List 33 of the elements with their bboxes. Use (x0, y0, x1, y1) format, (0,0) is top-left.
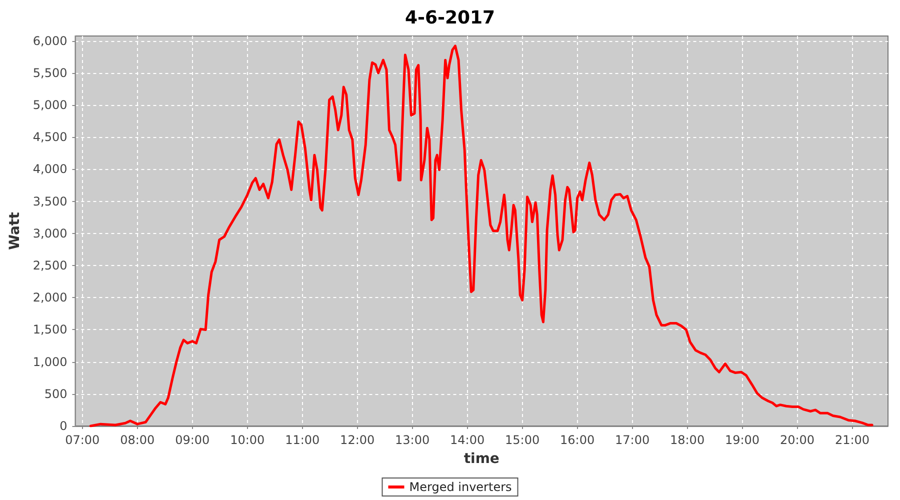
x-tick-label: 19:00 (724, 433, 760, 447)
x-tick-label: 09:00 (175, 433, 210, 447)
x-tick-label: 13:00 (395, 433, 430, 447)
x-axis-title: time (464, 451, 500, 467)
line-series (89, 44, 874, 428)
x-tick-label: 15:00 (505, 433, 540, 447)
y-tick-label: 6,000 (32, 34, 68, 48)
legend-label: Merged inverters (409, 480, 512, 494)
x-tick-label: 11:00 (285, 433, 320, 447)
y-tick-label: 1,000 (32, 354, 68, 369)
y-tick-label: 5,000 (32, 98, 68, 112)
y-tick-label: 3,500 (32, 194, 68, 208)
x-tick-label: 16:00 (560, 433, 595, 447)
x-tick-label: 17:00 (615, 433, 650, 447)
y-tick-label: 4,500 (32, 130, 68, 144)
x-tick-label: 14:00 (450, 433, 485, 447)
y-tick-label: 2,000 (32, 290, 68, 305)
y-tick-label: 1,500 (32, 322, 68, 337)
y-tick-label: 0 (60, 419, 68, 433)
x-tick-label: 10:00 (230, 433, 265, 447)
x-tick-label: 07:00 (65, 433, 100, 447)
y-tick-label: 3,000 (32, 226, 68, 240)
y-tick-label: 4,000 (32, 162, 68, 176)
chart-title: 4-6-2017 (404, 8, 496, 28)
x-tick-label: 12:00 (340, 433, 375, 447)
x-tick-label: 18:00 (670, 433, 705, 447)
y-tick-label: 2,500 (32, 258, 68, 273)
y-axis-title: Watt (7, 212, 23, 250)
x-tick-label: 21:00 (834, 433, 870, 447)
y-tick-label: 5,500 (32, 66, 68, 80)
x-tick-label: 08:00 (120, 433, 155, 447)
y-tick-label: 500 (44, 386, 68, 401)
x-tick-label: 20:00 (780, 433, 815, 447)
